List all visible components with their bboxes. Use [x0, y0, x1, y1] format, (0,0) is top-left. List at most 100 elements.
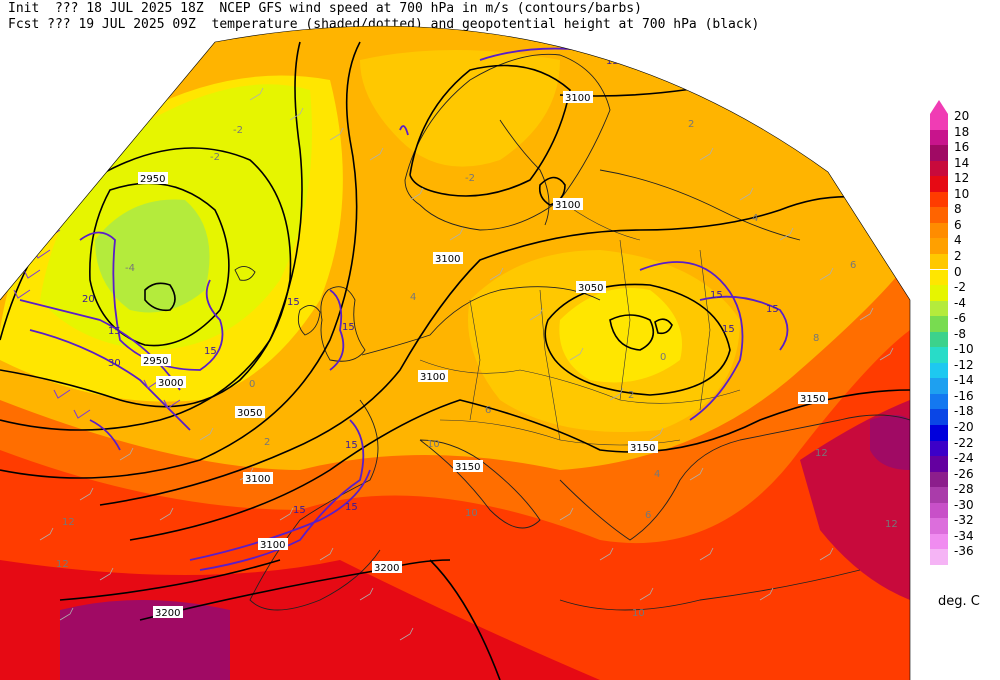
wind-label: 15 — [293, 505, 306, 516]
height-label: 3000 — [158, 378, 183, 389]
colorbar-label: -24 — [954, 451, 974, 466]
temp-label: 12 — [885, 519, 898, 530]
colorbar-label: -16 — [954, 388, 974, 403]
height-labels: 2950 2950 3000 3050 3100 3100 3100 3100 … — [138, 91, 828, 619]
temp-label: -4 — [125, 263, 135, 274]
wind-label: 15 — [342, 322, 355, 333]
colorbar-swatch — [930, 269, 948, 285]
colorbar-label: 4 — [954, 233, 962, 248]
temp-shade-2-north — [360, 50, 560, 167]
height-label: 3100 — [260, 540, 285, 551]
wind-label: 15 — [345, 440, 358, 451]
colorbar-arrow — [930, 100, 948, 114]
colorbar-label: 6 — [954, 217, 962, 232]
colorbar-label: 2 — [954, 248, 962, 263]
temp-label: 4 — [410, 292, 416, 303]
height-label: 3200 — [155, 608, 180, 619]
colorbar-label: -10 — [954, 342, 974, 357]
colorbar-label: -34 — [954, 528, 974, 543]
colorbar-label: -32 — [954, 513, 974, 528]
height-label: 3150 — [800, 394, 825, 405]
colorbar-label: -22 — [954, 435, 974, 450]
colorbar-swatch — [930, 191, 948, 208]
temp-label: 12 — [815, 448, 828, 459]
temp-label: -2 — [465, 173, 475, 184]
temp-label: 6 — [645, 510, 651, 521]
temp-label: 0 — [249, 379, 255, 390]
temp-label: 0 — [660, 352, 666, 363]
colorbar-label: -8 — [954, 326, 966, 341]
wind-label: 15 — [287, 297, 300, 308]
wind-label: 15 — [722, 324, 735, 335]
colorbar-label: -14 — [954, 373, 974, 388]
colorbar-swatch — [930, 425, 948, 441]
colorbar-label: 14 — [954, 155, 970, 170]
temp-label: 12 — [56, 559, 69, 570]
height-label: 3150 — [630, 443, 655, 454]
wind-label: 15 — [766, 304, 779, 315]
colorbar-swatch — [930, 393, 948, 410]
temp-label: 10 — [465, 508, 478, 519]
height-label: 3100 — [435, 254, 460, 265]
temp-label: 10 — [632, 608, 645, 619]
temp-shade-0-east — [559, 288, 682, 383]
wind-barbs — [39, 87, 894, 641]
height-label: 3100 — [565, 93, 590, 104]
colorbar-label: -6 — [954, 311, 966, 326]
colorbar-swatch — [930, 440, 948, 457]
colorbar-label: -2 — [954, 280, 966, 295]
wind-label: 20 — [82, 294, 95, 305]
colorbar-swatch — [930, 471, 948, 488]
colorbar-swatch — [930, 145, 948, 161]
header-forecast-line: Fcst ??? 19 JUL 2025 09Z temperature (sh… — [8, 17, 760, 32]
colorbar-swatch — [930, 331, 948, 348]
colorbar-label: 10 — [954, 186, 970, 201]
coastlines — [234, 53, 910, 611]
height-label: 3050 — [237, 408, 262, 419]
height-label: 3100 — [420, 372, 445, 383]
temp-label: 4 — [752, 213, 758, 224]
colorbar-swatch — [930, 487, 948, 503]
colorbar-swatch — [930, 253, 948, 270]
colorbar-label: 8 — [954, 202, 962, 217]
colorbar-swatch — [930, 300, 948, 317]
colorbar-swatch — [930, 518, 948, 534]
temp-label: 2 — [688, 119, 694, 130]
wind-label: 15 — [710, 290, 723, 301]
temperature-labels: -2 -2 -4 0 2 2 4 4 6 6 8 10 12 12 12 10 … — [56, 119, 898, 619]
height-label: 3100 — [245, 474, 270, 485]
colorbar-swatch — [930, 129, 948, 146]
temp-label: 2 — [628, 390, 634, 401]
colorbar-swatch — [930, 549, 948, 565]
height-label: 3100 — [555, 200, 580, 211]
colorbar-swatch — [930, 456, 948, 472]
colorbar-label: -26 — [954, 466, 974, 481]
height-label: 3200 — [374, 563, 399, 574]
colorbar-swatch — [930, 285, 948, 301]
temp-label: 8 — [813, 333, 819, 344]
header-init-line: Init ??? 18 JUL 2025 18Z NCEP GFS wind s… — [8, 1, 642, 16]
temp-label: 4 — [654, 469, 660, 480]
wind-label: 30 — [108, 358, 121, 369]
temp-label: -2 — [233, 125, 243, 136]
colorbar-swatch — [930, 207, 948, 223]
colorbar-label: 20 — [954, 109, 970, 123]
temp-label: 10 — [427, 439, 440, 450]
colorbar-label: -30 — [954, 497, 974, 512]
height-label: 3150 — [455, 462, 480, 473]
colorbar-label: -18 — [954, 404, 974, 419]
colorbar-label: 12 — [954, 171, 970, 186]
height-label: 3050 — [578, 283, 603, 294]
height-label: 2950 — [143, 356, 168, 367]
colorbar-swatch — [930, 378, 948, 394]
colorbar-label: -36 — [954, 544, 974, 559]
colorbar-swatch — [930, 362, 948, 379]
colorbar-swatch — [930, 316, 948, 332]
colorbar-swatch — [930, 222, 948, 239]
colorbar-swatch — [930, 238, 948, 254]
temp-shade-14 — [870, 415, 910, 470]
temp-label: 2 — [264, 437, 270, 448]
colorbar-label: -4 — [954, 295, 966, 310]
wind-label: 15 — [204, 346, 217, 357]
